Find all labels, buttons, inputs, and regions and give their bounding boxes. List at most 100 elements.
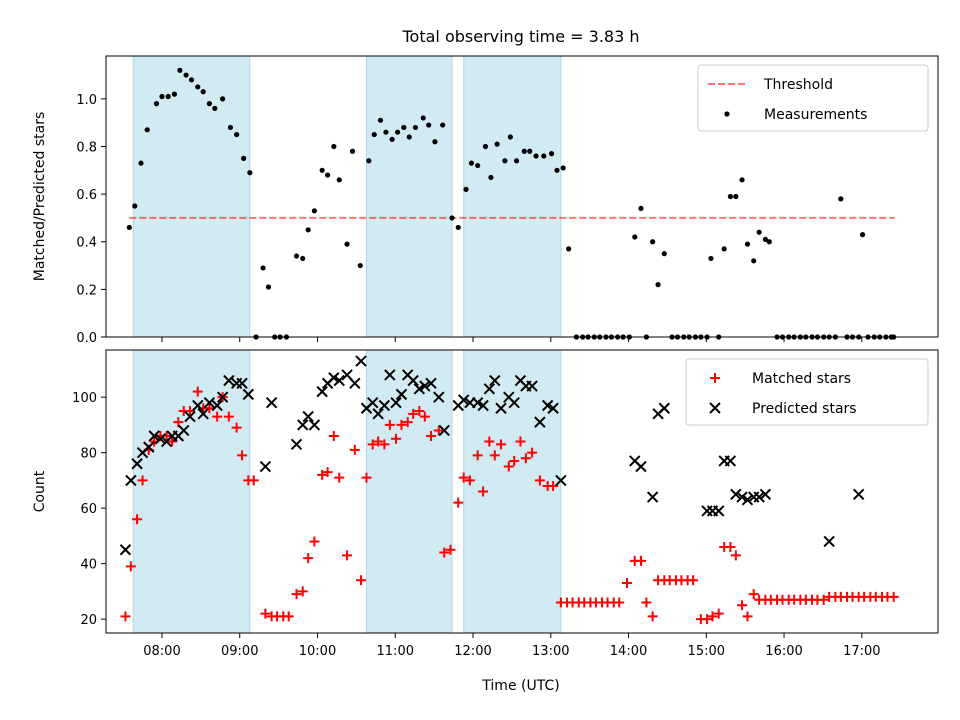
data-point	[356, 575, 367, 586]
data-point	[655, 282, 661, 288]
data-point	[349, 148, 356, 154]
data-point	[739, 177, 745, 183]
data-point	[311, 208, 317, 214]
data-point	[513, 158, 520, 164]
data-point	[395, 388, 408, 401]
data-point	[204, 403, 215, 414]
x-tick-label: 16:00	[765, 644, 802, 659]
data-point	[635, 460, 647, 473]
data-point	[143, 441, 155, 453]
legend: Matched stars Predicted stars	[685, 358, 929, 426]
data-point	[384, 419, 395, 430]
data-point	[300, 255, 306, 262]
data-point	[614, 597, 625, 608]
data-point	[200, 89, 206, 95]
legend-label: Matched stars	[752, 371, 851, 387]
data-point	[290, 438, 303, 451]
legend-predicted-swatch	[709, 402, 721, 414]
data-point	[188, 77, 195, 83]
legend-label: Threshold	[763, 77, 833, 93]
data-point	[125, 561, 136, 572]
data-point	[756, 229, 762, 235]
data-point	[526, 380, 538, 392]
data-point	[707, 611, 718, 622]
data-point	[508, 397, 520, 409]
data-point	[724, 455, 737, 467]
data-point	[766, 239, 772, 245]
y-axis-label: Matched/Predicted stars	[32, 112, 48, 282]
data-point	[184, 410, 196, 423]
x-axis-label: Time (UTC)	[481, 678, 559, 694]
data-point	[303, 553, 314, 564]
data-point	[216, 391, 229, 403]
data-point	[759, 488, 772, 500]
data-point	[373, 436, 384, 447]
shaded-interval	[132, 55, 251, 338]
data-point	[328, 372, 340, 384]
data-point	[730, 550, 741, 561]
data-point	[372, 408, 384, 420]
data-point	[328, 431, 339, 442]
data-point	[453, 497, 464, 508]
data-point	[534, 416, 546, 428]
data-point	[661, 251, 667, 257]
bottom-panel: 20 40 60 80 100 08:00 09:00 10:00 11:00 12:00 13:0…	[32, 349, 939, 659]
x-tick-label: 15:00	[688, 644, 725, 659]
data-point	[736, 491, 748, 503]
data-point	[638, 205, 644, 212]
data-point	[126, 224, 132, 231]
data-point	[701, 505, 713, 517]
data-point	[317, 469, 328, 480]
data-point	[555, 474, 567, 487]
data-point	[223, 411, 234, 422]
data-point	[439, 547, 450, 558]
data-point	[366, 397, 379, 409]
data-point	[211, 399, 223, 412]
chart-title: Total observing time = 3.83 h	[401, 27, 639, 46]
data-point	[344, 241, 350, 247]
data-point	[236, 377, 248, 390]
data-point	[477, 399, 489, 412]
data-point	[138, 160, 144, 166]
data-point	[852, 488, 865, 500]
data-point	[432, 139, 438, 145]
data-point	[212, 411, 223, 422]
top-panel: 0.0 0.2 0.4 0.6 0.8 1.0 Matched/Predicted star…	[32, 55, 939, 346]
data-point	[859, 232, 866, 238]
data-point	[319, 167, 325, 173]
y-tick-label: 0.0	[76, 331, 97, 346]
data-point	[503, 461, 514, 472]
data-point	[433, 425, 444, 436]
data-point	[227, 124, 234, 131]
data-point	[458, 472, 469, 483]
data-point	[391, 433, 402, 444]
data-point	[468, 160, 475, 166]
data-point	[502, 158, 508, 164]
data-point	[406, 134, 412, 140]
data-point	[132, 514, 143, 525]
data-point	[566, 246, 572, 252]
data-point	[237, 450, 248, 461]
data-point	[192, 399, 204, 412]
y-tick-label: 0.2	[76, 283, 97, 298]
data-point	[488, 174, 494, 181]
legend-matched-swatch	[710, 373, 720, 383]
x-tick-label: 13:00	[532, 644, 569, 659]
data-point	[413, 383, 426, 395]
data-point	[367, 439, 378, 450]
data-point	[316, 385, 328, 398]
y-tick-label: 40	[80, 558, 97, 573]
y-tick-label: 80	[80, 447, 97, 462]
data-point	[721, 246, 727, 252]
data-point	[419, 380, 431, 392]
data-point	[302, 410, 314, 423]
data-point	[426, 431, 437, 442]
x-tick-label: 11:00	[377, 644, 414, 659]
data-point	[383, 129, 389, 135]
axes-frame	[105, 55, 939, 338]
legend-label: Predicted stars	[752, 401, 857, 417]
data-point	[419, 411, 430, 422]
data-point	[212, 105, 218, 111]
data-point	[641, 597, 652, 608]
data-point	[457, 394, 470, 406]
